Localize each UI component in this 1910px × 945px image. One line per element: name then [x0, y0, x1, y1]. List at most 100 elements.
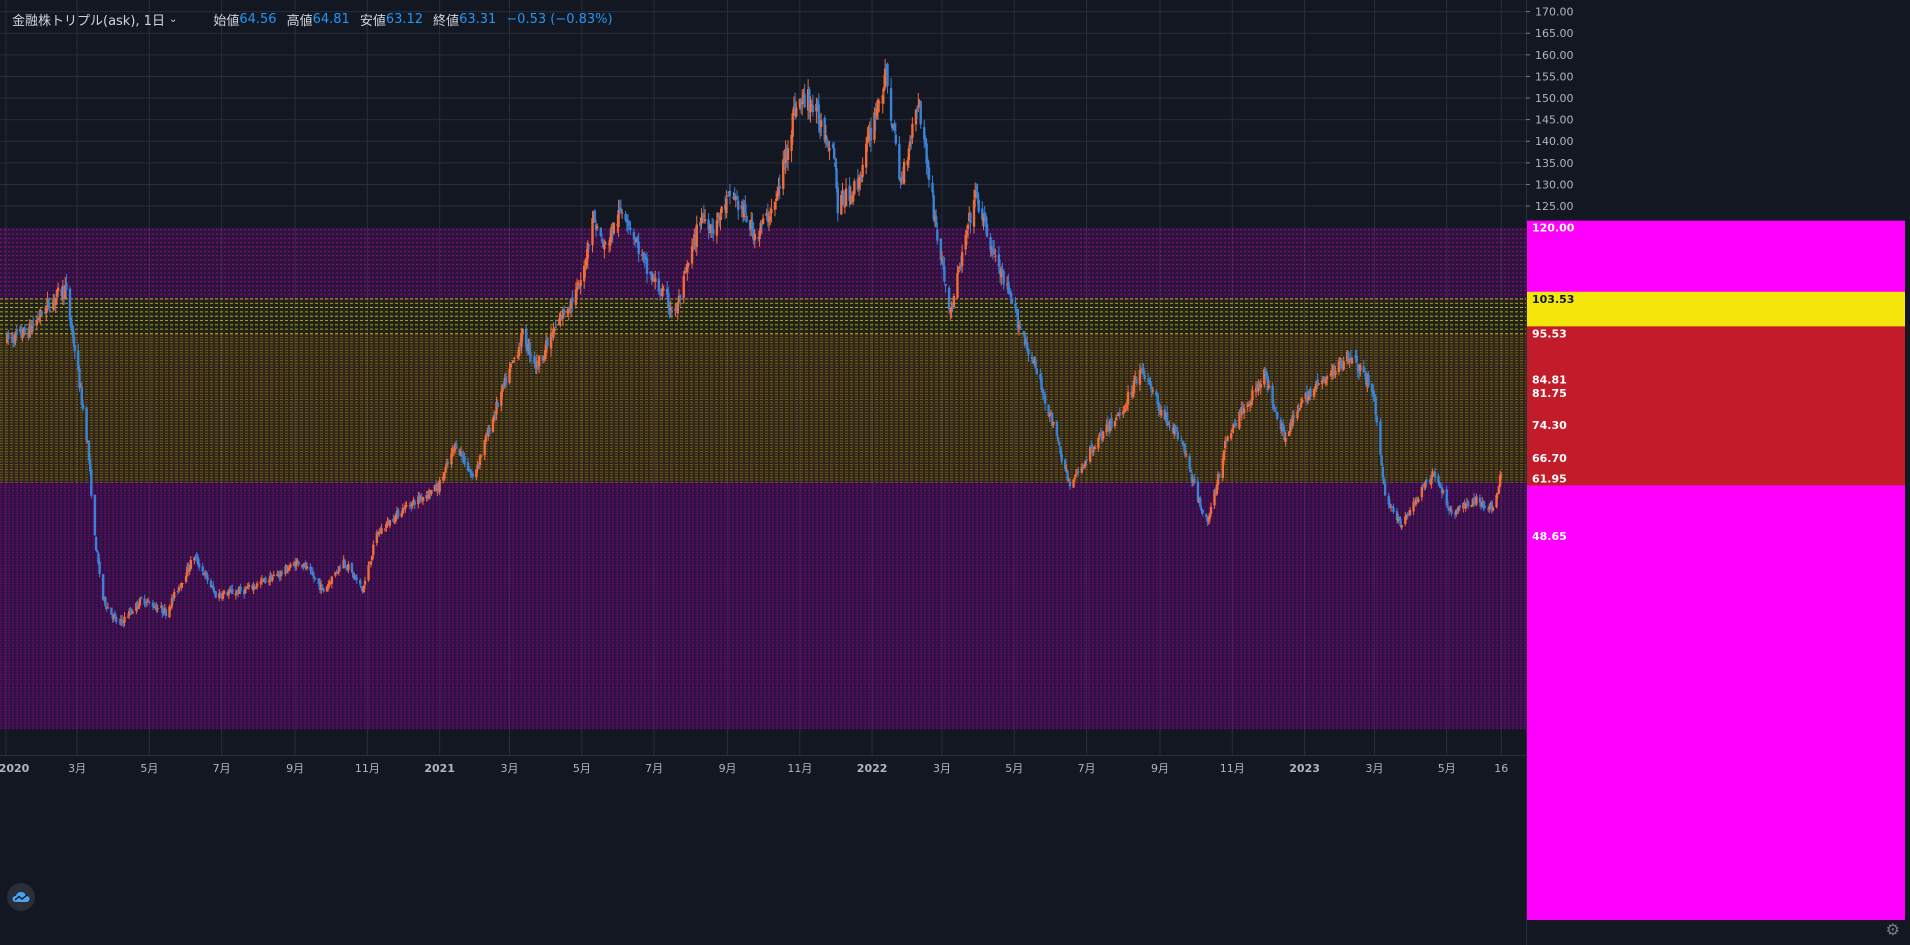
candle: [632, 231, 636, 240]
candle: [983, 212, 986, 218]
candle: [815, 103, 818, 112]
candle: [571, 297, 574, 303]
candle: [186, 566, 189, 577]
candle: [130, 611, 133, 613]
candle: [577, 283, 580, 285]
candle: [392, 518, 395, 522]
candle: [68, 288, 72, 320]
candle: [213, 590, 216, 592]
price-badge-label: 74.30: [1532, 419, 1567, 432]
candle: [654, 278, 657, 282]
candle: [152, 606, 156, 608]
candle: [301, 565, 304, 567]
candle: [455, 444, 458, 449]
candle: [617, 209, 620, 228]
candle: [305, 566, 309, 569]
tradingview-logo-button[interactable]: [7, 883, 35, 911]
candle: [1131, 391, 1134, 398]
candle: [443, 472, 446, 479]
candle: [54, 297, 57, 305]
candle: [234, 593, 238, 596]
candle: [690, 246, 694, 264]
candle: [1066, 470, 1069, 480]
candle: [773, 201, 777, 210]
zone-magenta-lower: [0, 482, 1526, 729]
candle: [934, 215, 938, 227]
candle: [894, 134, 898, 144]
candle: [1183, 444, 1187, 454]
candle: [311, 571, 315, 576]
candle: [874, 113, 877, 120]
candle: [1417, 498, 1420, 503]
candle: [396, 509, 400, 517]
candle: [517, 347, 521, 357]
time-axis[interactable]: 2020 3月 5月 7月 9月 11月 2021 3月 5月 7月 9月 11月 2022 3月 5月 7月…: [0, 755, 1526, 945]
candle: [37, 318, 41, 320]
candle: [295, 561, 298, 567]
candle: [1181, 442, 1184, 444]
candle: [1388, 503, 1392, 508]
candle: [93, 494, 97, 536]
price-axis[interactable]: 170.00 165.00 160.00 155.00 150.00 145.00 140.…: [1526, 0, 1910, 945]
candle: [244, 588, 247, 594]
candle: [228, 589, 232, 593]
candle: [992, 249, 996, 254]
candle: [1287, 431, 1291, 436]
price-badge-label: 81.75: [1532, 387, 1567, 400]
candle: [1156, 393, 1159, 404]
candle: [114, 617, 118, 622]
candle: [347, 564, 350, 570]
gear-icon[interactable]: ⚙: [1885, 920, 1900, 939]
candle: [966, 224, 970, 230]
candle: [385, 523, 388, 528]
candle: [259, 581, 262, 584]
candle: [351, 572, 355, 578]
candle: [1404, 516, 1407, 524]
candle: [1072, 479, 1075, 488]
high-label: 高値: [286, 14, 313, 29]
time-tick-label: 5月: [573, 762, 591, 775]
candle: [1199, 498, 1202, 507]
candle: [1446, 505, 1450, 508]
candle: [637, 241, 640, 255]
candle: [1334, 370, 1337, 376]
candle: [239, 586, 242, 591]
candle: [1081, 466, 1085, 468]
candle: [582, 265, 586, 282]
candle: [1167, 424, 1170, 426]
candle: [1470, 505, 1473, 507]
symbol-title[interactable]: 金融株トリプル(ask), 1日: [12, 14, 165, 29]
candle: [15, 329, 18, 334]
candle: [110, 607, 113, 615]
candle: [546, 338, 549, 347]
candle: [1272, 404, 1275, 409]
candle: [604, 242, 607, 244]
candle: [319, 584, 323, 590]
candle: [667, 292, 670, 308]
candle: [252, 585, 255, 591]
candle: [554, 326, 557, 328]
candle: [924, 139, 927, 144]
candle: [1142, 367, 1145, 376]
candle: [981, 208, 984, 220]
candle: [977, 199, 980, 212]
candle: [1472, 497, 1476, 503]
candle: [728, 190, 732, 196]
chevron-down-icon[interactable]: ⌄: [168, 14, 178, 25]
price-tick-label: 155.00: [1535, 70, 1574, 83]
candle: [370, 555, 374, 561]
candle: [778, 185, 781, 189]
candle: [1150, 386, 1153, 391]
candle: [1092, 450, 1095, 452]
candle: [509, 363, 512, 368]
candle: [1090, 445, 1093, 447]
candle: [36, 317, 40, 320]
candle: [64, 285, 67, 300]
candle: [1456, 510, 1459, 512]
candle: [1051, 412, 1054, 426]
candle: [496, 402, 499, 407]
candle: [264, 577, 267, 583]
candle: [1450, 509, 1453, 514]
level-zones: [0, 227, 1526, 730]
